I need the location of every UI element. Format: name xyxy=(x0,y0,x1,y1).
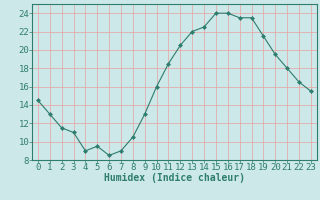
X-axis label: Humidex (Indice chaleur): Humidex (Indice chaleur) xyxy=(104,173,245,183)
